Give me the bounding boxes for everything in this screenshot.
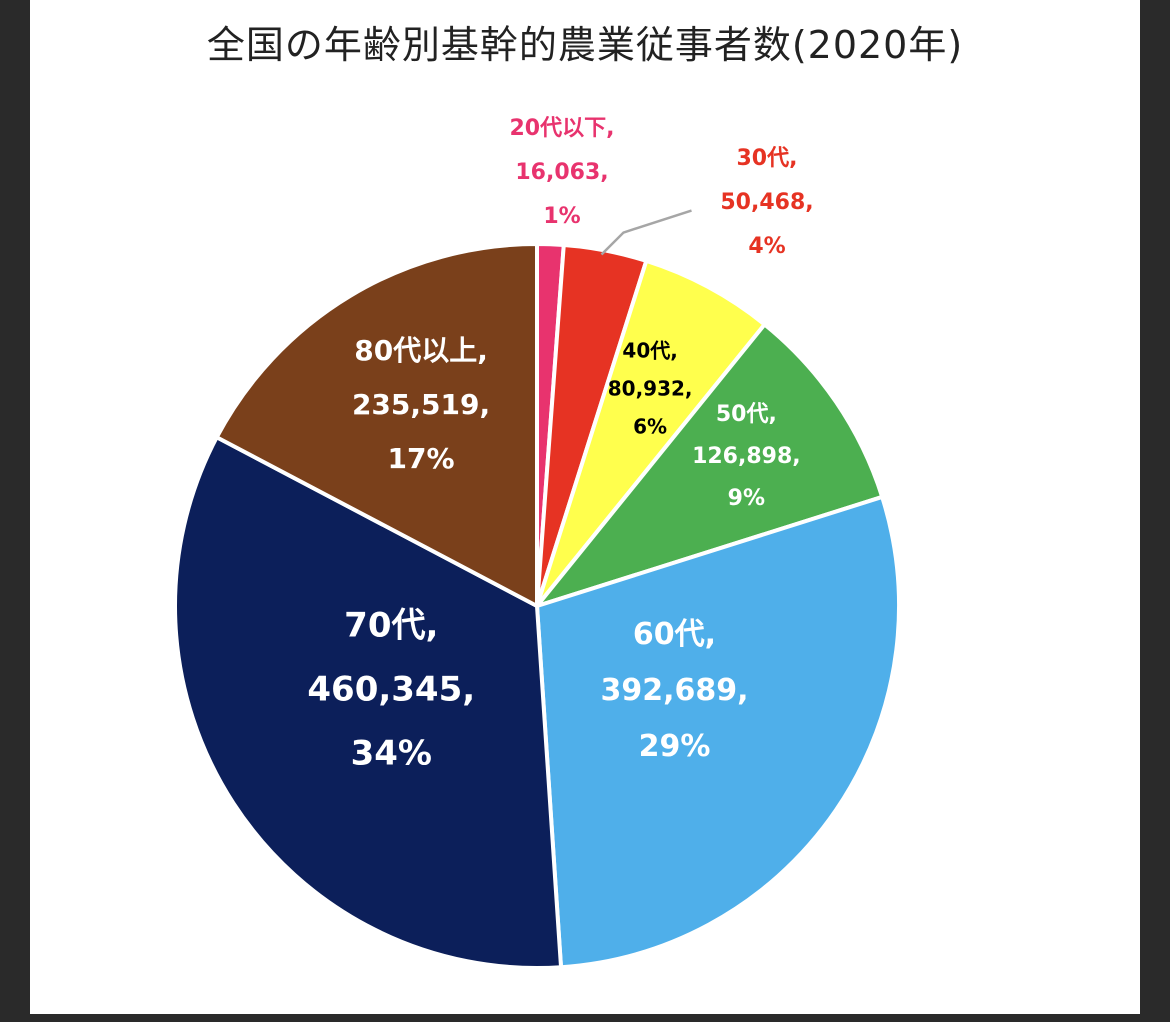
chart-title: 全国の年齢別基幹的農業従事者数(2020年) bbox=[206, 23, 964, 67]
slice-label-5: 70代, 460,345, 34% bbox=[307, 606, 475, 774]
slice-label-2: 40代, 80,932, 6% bbox=[608, 339, 693, 439]
pie-slice-6 bbox=[214, 242, 539, 608]
leader-lines bbox=[600, 209, 692, 256]
pie-slices bbox=[173, 242, 901, 970]
pie-slice-3 bbox=[535, 322, 885, 608]
pie-chart: 20代以下, 16,063, 1% 30代, 50,468, 4% 40代, 80,932, 6… bbox=[173, 116, 901, 970]
chart-canvas: 全国の年齢別基幹的農業従事者数(2020年) 20代以下, 16,063, 1% 30… bbox=[30, 0, 1140, 1014]
pie-slice-4 bbox=[535, 494, 901, 970]
slice-label-6: 80代以上, 235,519, 17% bbox=[352, 334, 490, 475]
pie-slice-2 bbox=[535, 258, 767, 608]
leader-line-30s bbox=[600, 209, 692, 256]
slice-label-3: 50代, 126,898, 9% bbox=[692, 402, 801, 511]
slice-label-1: 30代, 50,468, 4% bbox=[720, 146, 813, 259]
slice-label-4: 60代, 392,689, 29% bbox=[600, 617, 748, 764]
slice-labels: 20代以下, 16,063, 1% 30代, 50,468, 4% 40代, 80,932, 6… bbox=[307, 116, 813, 774]
slice-label-0: 20代以下, 16,063, 1% bbox=[510, 116, 615, 229]
